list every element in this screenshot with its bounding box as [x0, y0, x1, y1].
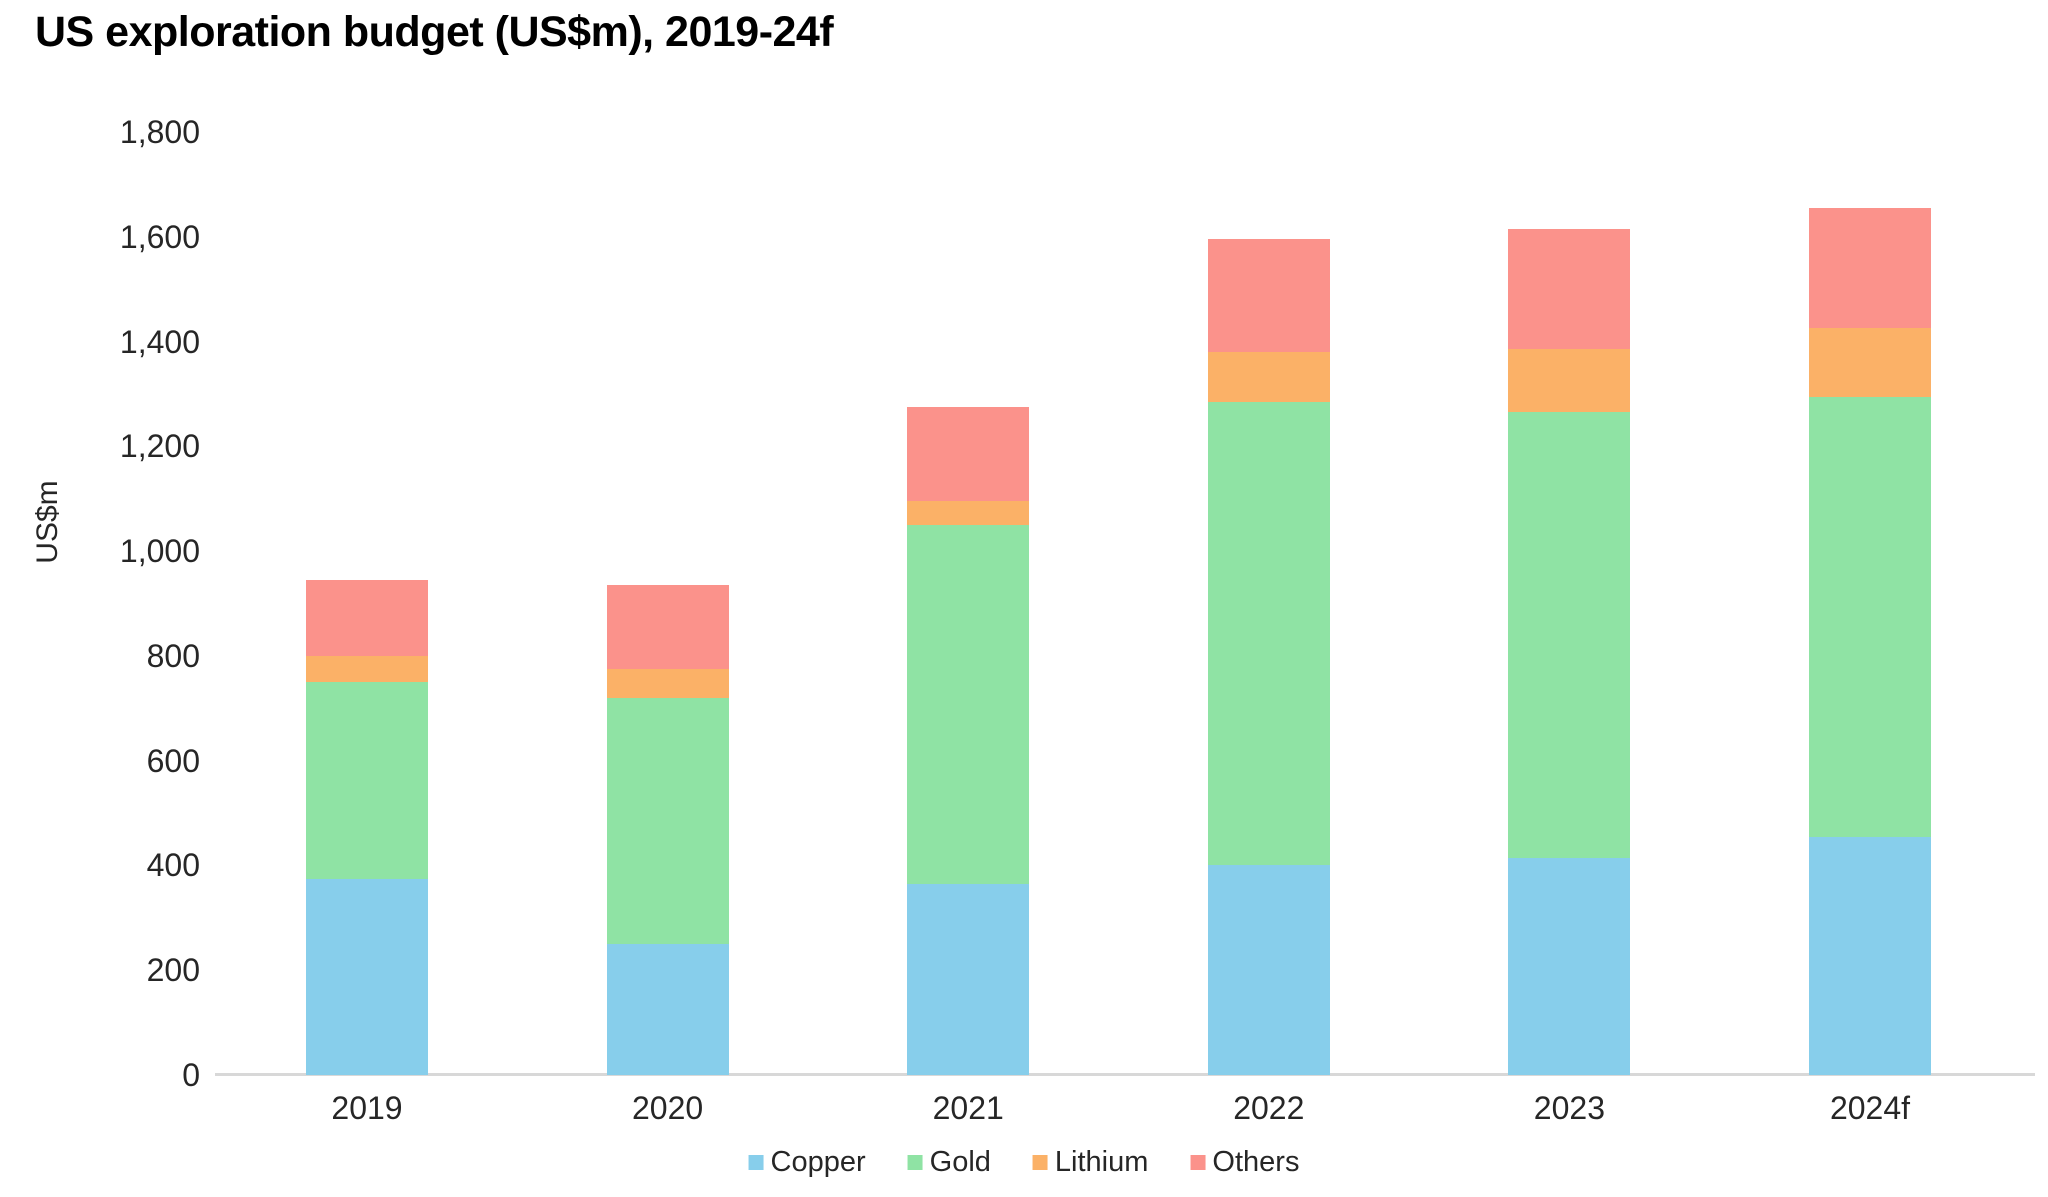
- y-tick-label: 1,600: [119, 218, 200, 255]
- bar-segment-others-2023: [1508, 228, 1631, 350]
- bar-2022: [1207, 239, 1330, 1075]
- bar-segment-gold-2020: [606, 697, 729, 944]
- bar-segment-copper-2021: [907, 883, 1030, 1075]
- legend-item-lithium: Lithium: [1032, 1146, 1149, 1179]
- bar-segment-others-2020: [606, 585, 729, 669]
- x-tick-label-2020: 2020: [632, 1090, 704, 1126]
- legend-item-others: Others: [1190, 1146, 1299, 1179]
- y-tick-label: 1,400: [119, 323, 200, 360]
- legend-swatch-icon: [748, 1155, 764, 1170]
- y-tick-label: 800: [146, 637, 200, 674]
- bar-segment-gold-2019: [306, 682, 428, 879]
- bar-segment-copper-2020: [606, 944, 729, 1075]
- x-axis-line: [215, 1073, 2035, 1076]
- y-tick-label: 400: [146, 847, 200, 884]
- bar-segment-lithium-2024f: [1809, 328, 1931, 397]
- bar-segment-lithium-2019: [306, 655, 428, 683]
- legend-item-copper: Copper: [748, 1146, 866, 1179]
- legend-label: Copper: [770, 1146, 866, 1178]
- bar-2023: [1508, 228, 1631, 1075]
- legend-swatch-icon: [907, 1155, 923, 1170]
- bar-segment-lithium-2020: [606, 668, 729, 698]
- y-tick-label: 600: [146, 742, 200, 779]
- bar-2020: [606, 585, 729, 1075]
- y-tick-label: 200: [146, 952, 200, 989]
- legend-label: Others: [1212, 1146, 1300, 1178]
- bar-segment-gold-2024f: [1809, 396, 1931, 837]
- x-tick-label-2021: 2021: [932, 1090, 1004, 1126]
- x-tick-label-2024f: 2024f: [1829, 1090, 1911, 1126]
- bar-segment-gold-2022: [1207, 401, 1330, 866]
- y-tick-label: 1,800: [119, 114, 200, 150]
- legend-label: Gold: [929, 1146, 991, 1178]
- bar-2021: [907, 407, 1030, 1075]
- bar-segment-gold-2021: [907, 524, 1030, 884]
- bar-segment-others-2019: [306, 579, 428, 656]
- chart-title: US exploration budget (US$m), 2019-24f: [35, 8, 834, 56]
- x-tick-label-2022: 2022: [1233, 1090, 1305, 1126]
- bar-segment-lithium-2023: [1508, 349, 1631, 413]
- y-tick-label: 0: [182, 1057, 200, 1093]
- legend-swatch-icon: [1190, 1155, 1206, 1170]
- y-tick-label: 1,200: [119, 428, 200, 465]
- bar-segment-others-2024f: [1809, 207, 1931, 329]
- bar-2024f: [1809, 207, 1931, 1075]
- bar-segment-copper-2022: [1207, 865, 1330, 1075]
- x-tick-label-2019: 2019: [331, 1090, 403, 1126]
- bar-segment-copper-2019: [306, 878, 428, 1075]
- x-tick-label-2023: 2023: [1533, 1090, 1605, 1126]
- legend: Copper Gold Lithium Others: [748, 1146, 1299, 1179]
- legend-item-gold: Gold: [907, 1146, 991, 1179]
- bar-segment-lithium-2021: [907, 501, 1030, 525]
- legend-label: Lithium: [1054, 1146, 1149, 1178]
- y-tick-label: 1,000: [119, 533, 200, 570]
- bar-2019: [306, 579, 428, 1075]
- bar-segment-copper-2024f: [1809, 836, 1931, 1075]
- bar-segment-others-2021: [907, 407, 1030, 502]
- legend-swatch-icon: [1032, 1155, 1048, 1170]
- bar-segment-gold-2023: [1508, 412, 1631, 858]
- bar-segment-lithium-2022: [1207, 352, 1330, 402]
- bar-segment-others-2022: [1207, 239, 1330, 353]
- bar-segment-copper-2023: [1508, 857, 1631, 1075]
